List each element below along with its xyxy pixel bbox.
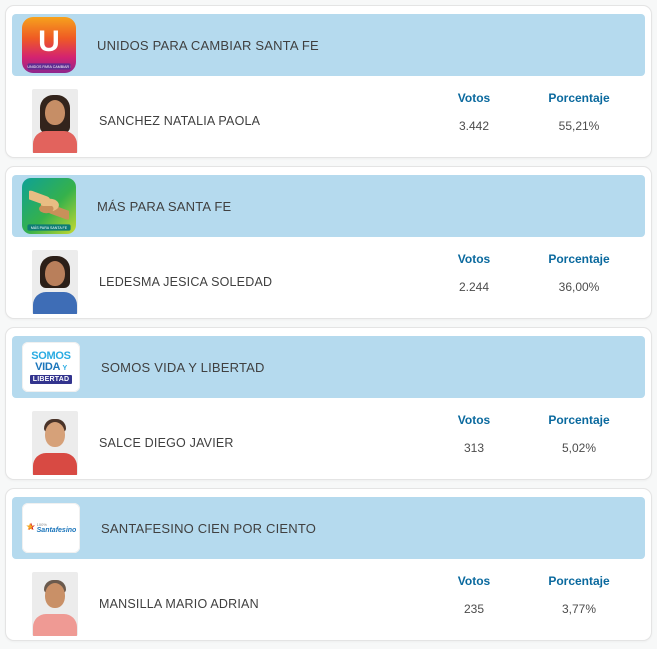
handshake-icon: [29, 190, 69, 220]
votes-value: 313: [463, 441, 485, 455]
votes-value: 3.442: [458, 119, 490, 133]
votes-label: Votos: [457, 252, 491, 266]
votes-label: Votos: [457, 574, 491, 588]
percentage-value: 55,21%: [558, 119, 600, 133]
candidate-photo: [32, 572, 78, 636]
candidate-photo: [32, 250, 78, 314]
party-card-santafesino: ★ 100% Santafesino SANTAFESINO CIEN POR …: [5, 488, 652, 641]
party-card-unidos: U UNIDOS PARA CAMBIAR SANTA FE UNIDOS PA…: [5, 5, 652, 158]
party-name: MÁS PARA SANTA FE: [97, 198, 232, 214]
party-name: SOMOS VIDA Y LIBERTAD: [101, 359, 265, 375]
party-header[interactable]: U UNIDOS PARA CAMBIAR SANTA FE UNIDOS PA…: [12, 14, 645, 76]
percentage-value: 5,02%: [561, 441, 597, 455]
party-card-mas: MÁS PARA SANTA FE MÁS PARA SANTA FE LEDE…: [5, 166, 652, 319]
party-logo-handshake-icon: MÁS PARA SANTA FE: [22, 178, 76, 234]
percentage-label: Porcentaje: [548, 574, 610, 588]
party-logo-unidos-icon: U UNIDOS PARA CAMBIAR SANTA FE: [22, 17, 76, 73]
candidate-row: SANCHEZ NATALIA PAOLA Votos 3.442 Porcen…: [12, 89, 645, 153]
party-header[interactable]: ★ 100% Santafesino SANTAFESINO CIEN POR …: [12, 497, 645, 559]
party-logo-somos-icon: SOMOS VIDA Y LIBERTAD: [22, 342, 80, 392]
logo-caption: MÁS PARA SANTA FE: [27, 224, 71, 231]
candidate-name: MANSILLA MARIO ADRIAN: [99, 597, 259, 611]
votes-label: Votos: [457, 91, 491, 105]
candidate-row: SALCE DIEGO JAVIER Votos 313 Porcentaje …: [12, 411, 645, 475]
candidate-name: LEDESMA JESICA SOLEDAD: [99, 275, 273, 289]
party-name: SANTAFESINO CIEN POR CIENTO: [101, 520, 317, 536]
star-icon: ★: [25, 522, 35, 533]
logo-caption: UNIDOS PARA CAMBIAR SANTA FE: [27, 63, 71, 70]
candidate-row: MANSILLA MARIO ADRIAN Votos 235 Porcenta…: [12, 572, 645, 636]
votes-value: 235: [463, 602, 485, 616]
party-card-somos: SOMOS VIDA Y LIBERTAD SOMOS VIDA Y LIBER…: [5, 327, 652, 480]
percentage-label: Porcentaje: [548, 413, 610, 427]
candidate-name: SANCHEZ NATALIA PAOLA: [99, 114, 261, 128]
percentage-value: 3,77%: [561, 602, 597, 616]
logo-letter: U: [38, 25, 60, 58]
percentage-label: Porcentaje: [548, 252, 610, 266]
candidate-photo: [32, 89, 78, 153]
candidate-row: LEDESMA JESICA SOLEDAD Votos 2.244 Porce…: [12, 250, 645, 314]
candidate-stats: Votos 3.442 Porcentaje 55,21%: [429, 89, 639, 133]
candidate-photo: [32, 411, 78, 475]
candidate-name: SALCE DIEGO JAVIER: [99, 436, 234, 450]
candidate-stats: Votos 2.244 Porcentaje 36,00%: [429, 250, 639, 294]
party-header[interactable]: MÁS PARA SANTA FE MÁS PARA SANTA FE: [12, 175, 645, 237]
party-name: UNIDOS PARA CAMBIAR SANTA FE: [97, 37, 319, 53]
candidate-stats: Votos 313 Porcentaje 5,02%: [429, 411, 639, 455]
votes-value: 2.244: [458, 280, 490, 294]
party-logo-santafesino-icon: ★ 100% Santafesino: [22, 503, 80, 553]
percentage-value: 36,00%: [558, 280, 600, 294]
votes-label: Votos: [457, 413, 491, 427]
candidate-stats: Votos 235 Porcentaje 3,77%: [429, 572, 639, 616]
percentage-label: Porcentaje: [548, 91, 610, 105]
party-header[interactable]: SOMOS VIDA Y LIBERTAD SOMOS VIDA Y LIBER…: [12, 336, 645, 398]
